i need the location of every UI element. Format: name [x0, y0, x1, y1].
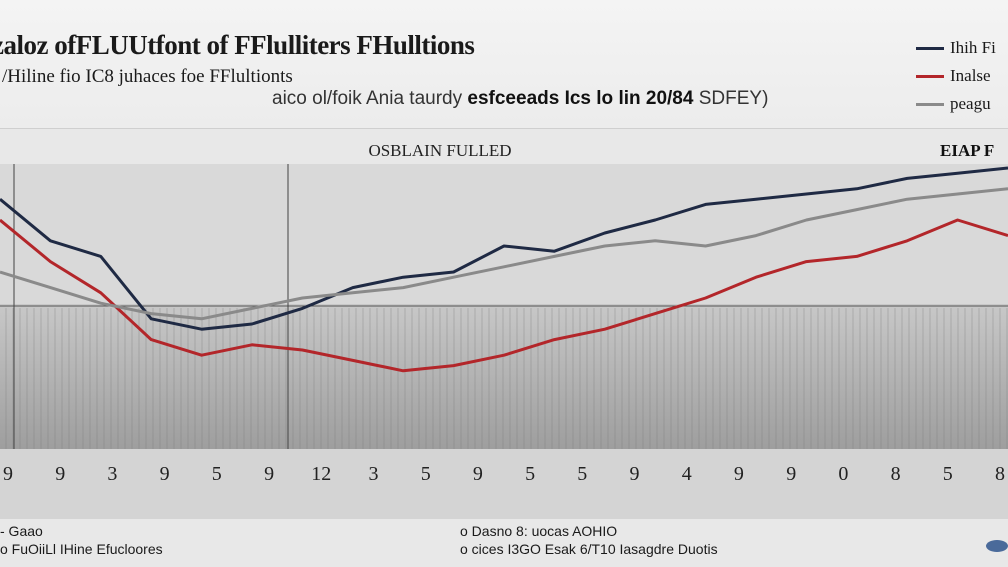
- globe-icon: [986, 540, 1008, 552]
- footer-mid-line2: o cices I3GO Esak 6/T10 Iasagdre Duotis: [460, 541, 718, 557]
- series-line: [0, 218, 1008, 373]
- tick-layer: 9 9 3 9 5 9 12 3 5 9 5 5 9 4 9 9 0 8 5 8: [3, 463, 1005, 485]
- footer-notes-left: - Gaao o FuOiiLl IHine Efucloores: [0, 522, 163, 558]
- x-tick-label: 5: [421, 463, 431, 485]
- legend-item: Ihih Fi: [916, 34, 1008, 62]
- x-tick-label: 5: [577, 463, 587, 485]
- x-tick-label: 9: [264, 463, 274, 485]
- chart-inner-title: OSBLAIN FULLED: [368, 141, 511, 160]
- x-tick-label: 9: [160, 463, 170, 485]
- x-tick-label: 8: [995, 463, 1005, 485]
- series-line: [0, 166, 1008, 331]
- lower-band: [0, 304, 1008, 449]
- legend-swatch-gray: [916, 102, 944, 106]
- tick-strip: [0, 449, 1008, 519]
- chart-title: zaloz ofFLUUtfont of FFlulliters FHullti…: [0, 30, 475, 60]
- footer-notes-mid: o Dasno 8: uocas AOHIO o cices I3GO Esak…: [460, 522, 718, 558]
- x-tick-label: 3: [369, 463, 379, 485]
- x-tick-label: 8: [891, 463, 901, 485]
- chart-subtitle-secondary: aico ol/foik Ania taurdy esfceeads Ics l…: [272, 88, 768, 110]
- footer-left-line2: o FuOiiLl IHine Efucloores: [0, 541, 163, 557]
- legend-label: Ihih Fi: [950, 38, 996, 57]
- x-tick-label: 9: [3, 463, 13, 485]
- chart-legend: Ihih Fi Inalse peagu: [916, 34, 1008, 118]
- subtitle2-pre: aico ol/foik Ania taurdy: [272, 88, 463, 109]
- x-tick-label: 5: [212, 463, 222, 485]
- x-tick-label: 9: [786, 463, 796, 485]
- footer-left-line1: - Gaao: [0, 523, 43, 539]
- subtitle2-post: SDFEY): [698, 88, 769, 109]
- series-layer: [0, 166, 1008, 373]
- chart-header: zaloz ofFLUUtfont of FFlulliters FHullti…: [0, 0, 1008, 129]
- series-line: [0, 187, 1008, 321]
- grid-lines: [5, 308, 1008, 449]
- legend-label: peagu: [950, 94, 991, 113]
- chart-corner-label: EIAP F: [940, 141, 994, 160]
- legend-swatch-red: [916, 74, 944, 78]
- legend-item: peagu: [916, 90, 1008, 118]
- x-tick-label: 9: [630, 463, 640, 485]
- x-tick-label: 9: [734, 463, 744, 485]
- x-tick-label: 12: [311, 463, 331, 485]
- x-tick-label: 5: [943, 463, 953, 485]
- subtitle2-bold: esfceeads Ics lo lin 20/84: [467, 88, 694, 109]
- x-tick-label: 9: [55, 463, 65, 485]
- x-tick-label: 4: [682, 463, 692, 485]
- legend-swatch-navy: [916, 46, 944, 50]
- x-tick-label: 0: [838, 463, 848, 485]
- legend-item: Inalse: [916, 62, 1008, 90]
- line-chart: OSBLAIN FULLED EIAP F 9 9 3 9 5 9 12 3 5 9 5 5 9 4 9 9 0…: [0, 141, 1008, 519]
- x-tick-label: 3: [107, 463, 117, 485]
- legend-label: Inalse: [950, 66, 991, 85]
- x-tick-label: 5: [525, 463, 535, 485]
- x-tick-label: 9: [473, 463, 483, 485]
- footer-mid-line1: o Dasno 8: uocas AOHIO: [460, 523, 618, 539]
- chart-subtitle: /Hiline fio IC8 juhaces foe FFlultionts: [2, 66, 293, 87]
